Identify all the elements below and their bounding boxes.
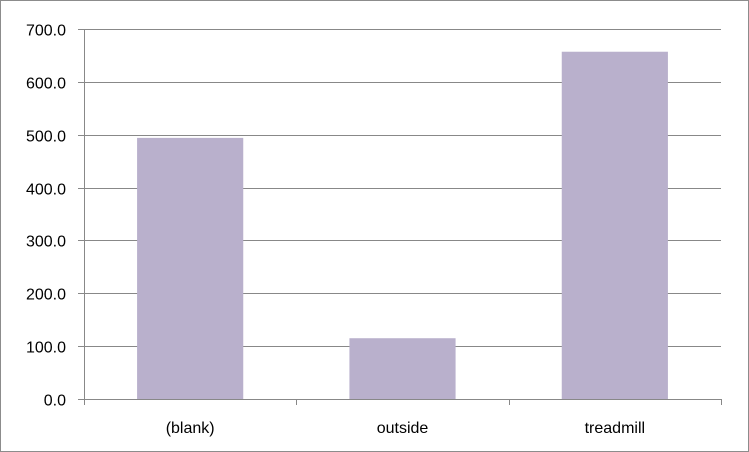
y-tick-label: 500.0: [26, 129, 66, 146]
x-category-label: (blank): [166, 420, 215, 437]
y-tick-label: 0.0: [44, 393, 66, 410]
y-tick-label: 100.0: [26, 340, 66, 357]
y-tick-label: 400.0: [26, 182, 66, 199]
y-tick-label: 700.0: [26, 23, 66, 40]
y-tick-labels: 0.0 100.0 200.0 300.0 400.0 500.0 600.0 700.0: [26, 23, 84, 410]
bars: [137, 51, 668, 399]
axes: [84, 29, 722, 405]
bar: [561, 51, 668, 399]
y-tick-label: 600.0: [26, 76, 66, 93]
bar: [349, 338, 456, 399]
x-category-label: treadmill: [585, 420, 645, 437]
x-category-label: outside: [377, 420, 429, 437]
x-category-labels: (blank) outside treadmill: [166, 420, 645, 437]
y-tick-label: 200.0: [26, 287, 66, 304]
bar: [137, 137, 244, 399]
y-tick-label: 300.0: [26, 234, 66, 251]
